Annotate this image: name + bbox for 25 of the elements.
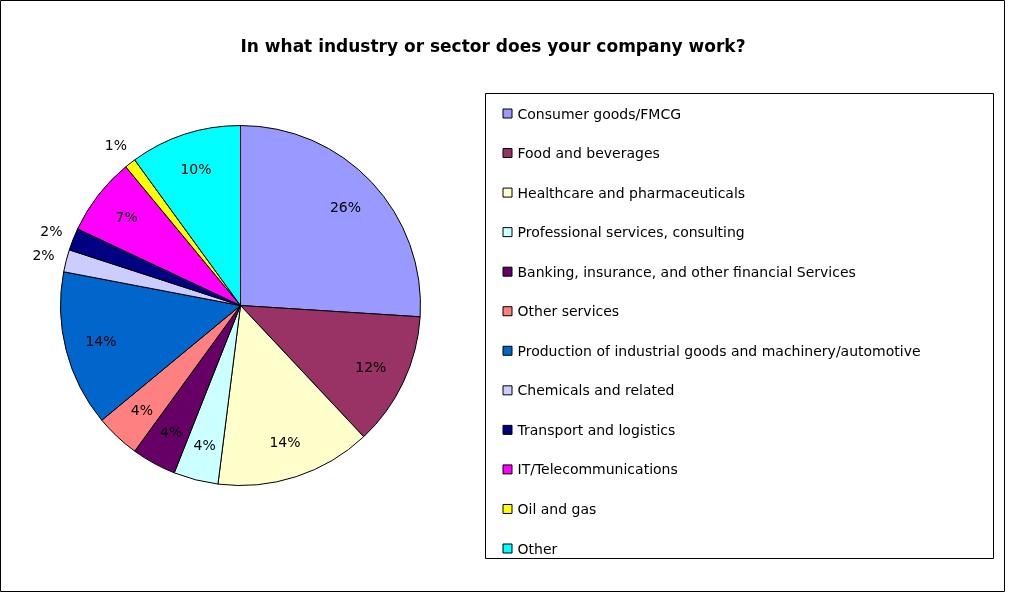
data-label: 4% [193, 436, 216, 453]
data-label: 14% [85, 333, 117, 350]
data-label: 14% [269, 434, 301, 451]
data-label: 4% [130, 402, 154, 419]
legend-label: Other services [517, 303, 620, 320]
legend-label: Consumer goods/FMCG [517, 105, 682, 122]
legend-label: Chemicals and related [517, 382, 675, 399]
legend-label: Professional services, consulting [517, 224, 745, 241]
data-label: 7% [115, 209, 138, 226]
legend-label: Banking, insurance, and other financial Services [517, 263, 856, 280]
data-label: 2% [40, 222, 63, 239]
legend-label: Other [517, 540, 558, 557]
data-label: 2% [32, 246, 55, 263]
data-label: 4% [160, 423, 183, 440]
chart-title: In what industry or sector does your company work? [240, 35, 746, 56]
legend-label: IT/Telecommunications [517, 461, 678, 478]
data-label: 10% [180, 160, 212, 177]
legend-label: Oil and gas [517, 500, 597, 517]
data-label: 12% [355, 358, 387, 375]
data-label: 26% [329, 198, 362, 215]
legend-label: Transport and logistics [516, 421, 676, 438]
legend-label: Production of industrial goods and machinery/automotive [517, 342, 921, 359]
data-label: 1% [104, 136, 127, 153]
legend-label: Healthcare and pharmaceuticals [517, 184, 746, 201]
legend-label: Food and beverages [517, 145, 660, 162]
